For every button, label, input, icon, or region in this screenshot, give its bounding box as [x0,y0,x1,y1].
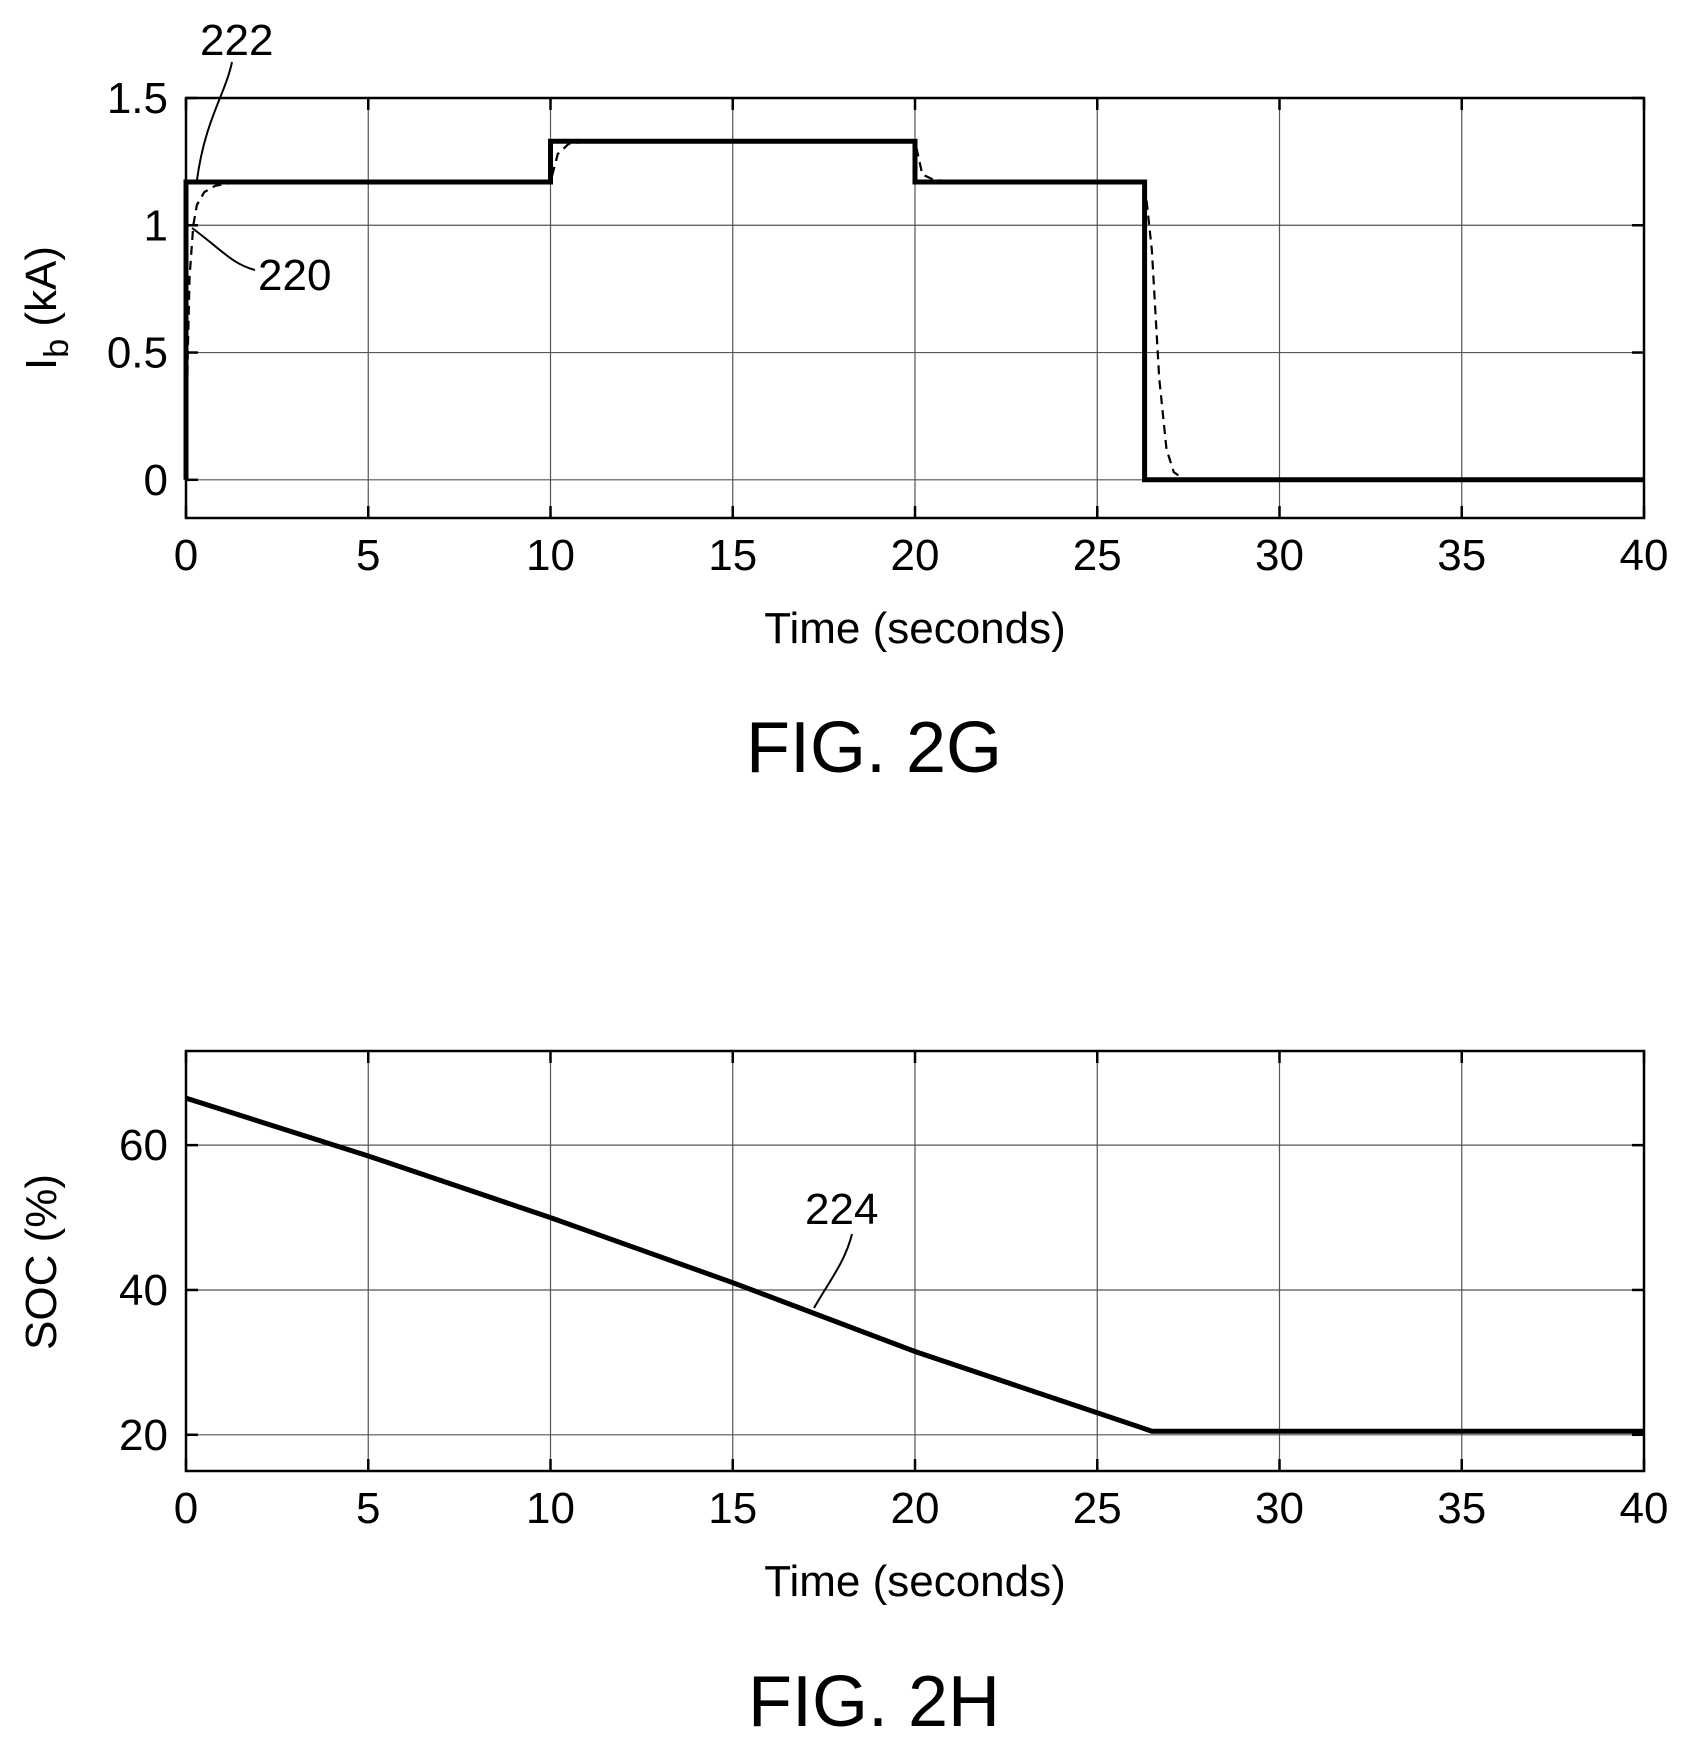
chart-2h-ytick-label: 40 [119,1266,168,1315]
chart-2h-series [185,1095,1644,1434]
chart-2g-xtick-label: 10 [526,531,575,580]
chart-2g-x-axis-label: Time (seconds) [764,604,1066,653]
chart-2g-tick-marks [184,96,1646,518]
chart-2g-xtick-label: 20 [891,531,940,580]
chart-2g-leader-220 [191,227,256,271]
chart-2g-leader-222 [196,61,233,181]
chart-2h-leader-224 [813,1233,853,1309]
chart-2h-caption: FIG. 2H [748,1662,1000,1742]
chart-fig-2h: 0 5 10 15 20 25 30 35 40 20 40 60 Time (seconds) S… [17,1049,1669,1742]
chart-2g-xtick-label: 35 [1437,531,1486,580]
chart-2g-xtick-label: 40 [1620,531,1669,580]
chart-2h-x-tick-labels: 0 5 10 15 20 25 30 35 40 [174,1484,1669,1533]
chart-2g-x-tick-labels: 0 5 10 15 20 25 30 35 40 [174,531,1669,580]
chart-2h-xtick-label: 15 [708,1484,757,1533]
chart-2g-ytick-label: 1.5 [107,74,168,123]
chart-2h-xtick-label: 20 [891,1484,940,1533]
chart-2g-xtick-label: 5 [356,531,380,580]
chart-2g-series [183,138,1644,483]
chart-2h-y-axis-label: SOC (%) [17,1174,66,1350]
chart-fig-2g: 0 5 10 15 20 25 30 35 40 0 0.5 1 1.5 Time (seconds)… [17,16,1668,788]
chart-2h-xtick-label: 40 [1620,1484,1669,1533]
chart-2g-y-label-unit: (kA) [17,246,66,339]
chart-2g-ref-220: 220 [258,251,331,300]
chart-2g-series-line-220 [184,140,1644,481]
chart-2h-ytick-label: 60 [119,1121,168,1170]
chart-2g-xtick-label: 25 [1073,531,1122,580]
chart-2h-xtick-label: 35 [1437,1484,1486,1533]
chart-2g-xtick-label: 15 [708,531,757,580]
chart-2g-y-label-subscript: b [38,339,76,358]
chart-2h-ref-224: 224 [805,1185,878,1234]
chart-2g-ytick-label: 1 [144,201,168,250]
chart-2g-xtick-label: 0 [174,531,198,580]
chart-2g-y-tick-labels: 0 0.5 1 1.5 [107,74,168,505]
chart-2g-y-axis-label: Ib (kA) [17,246,76,370]
chart-2h-ytick-label: 20 [119,1411,168,1460]
chart-2h-xtick-label: 25 [1073,1484,1122,1533]
chart-2h-tick-marks [184,1051,1646,1471]
chart-2h-y-tick-labels: 20 40 60 [119,1121,168,1460]
chart-2h-xtick-label: 0 [174,1484,198,1533]
chart-2h-xtick-label: 5 [356,1484,380,1533]
chart-2g-ytick-label: 0 [144,456,168,505]
chart-2h-series-line-224 [185,1095,1644,1434]
chart-2h-x-axis-label: Time (seconds) [764,1557,1066,1606]
chart-2h-xtick-label: 10 [526,1484,575,1533]
chart-2g-y-label-main: I [17,358,66,370]
chart-2h-grid [186,1051,1644,1471]
chart-2g-xtick-label: 30 [1255,531,1304,580]
chart-2h-xtick-label: 30 [1255,1484,1304,1533]
chart-2g-ref-222: 222 [200,16,273,65]
chart-2g-caption: FIG. 2G [746,708,1002,788]
chart-2g-ytick-label: 0.5 [107,329,168,378]
